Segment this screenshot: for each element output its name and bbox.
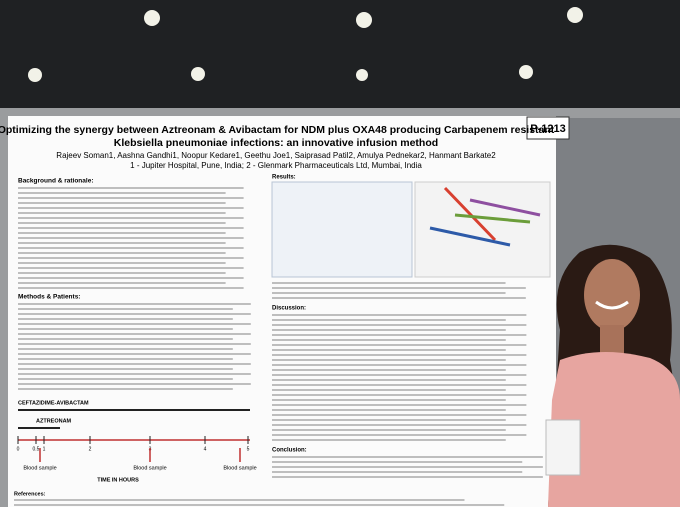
sample-label: Blood sample xyxy=(223,465,256,471)
tick-label: 0.5 xyxy=(33,446,40,452)
person xyxy=(545,244,680,507)
tick-label: 2 xyxy=(89,446,92,452)
sample-label: Blood sample xyxy=(23,465,56,471)
poster xyxy=(8,116,556,507)
section-heading: Background & rationale: xyxy=(18,178,93,185)
tick-label: 5 xyxy=(247,446,250,452)
drug-label: CEFTAZIDIME-AVIBACTAM xyxy=(18,400,89,406)
drug-label: AZTREONAM xyxy=(36,418,72,424)
axis-label: TIME IN HOURS xyxy=(97,477,139,483)
section-heading: Methods & Patients: xyxy=(18,294,80,301)
ceiling xyxy=(0,0,680,110)
ceiling-lights xyxy=(28,7,583,82)
section-heading: Conclusion: xyxy=(272,448,307,454)
authors: Rajeev Soman1, Aashna Gandhi1, Noopur Ke… xyxy=(56,151,496,160)
timeline-diagram xyxy=(18,409,250,441)
tick-label: 0 xyxy=(17,446,20,452)
results-table xyxy=(271,181,413,278)
tick-label: 1 xyxy=(43,446,46,452)
chart-lines xyxy=(429,186,541,247)
title: Optimizing the synergy between Aztreonam… xyxy=(0,124,555,136)
body-text xyxy=(14,187,543,506)
poster-id-box xyxy=(526,116,570,140)
sample-label: Blood sample xyxy=(133,465,166,471)
section-heading: References: xyxy=(14,491,46,497)
section-heading: Results: xyxy=(272,175,296,181)
section-heading: Discussion: xyxy=(272,306,306,312)
poster-id: P-1213 xyxy=(530,123,565,135)
affiliations: 1 - Jupiter Hospital, Pune, India; 2 - G… xyxy=(130,161,422,170)
title: Klebsiella pneumoniae infections: an inn… xyxy=(114,137,438,149)
tick-label: 4 xyxy=(204,446,207,452)
